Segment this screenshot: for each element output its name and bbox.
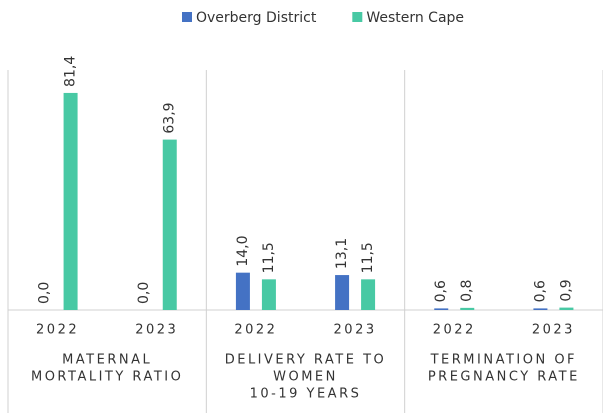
bar	[533, 308, 548, 310]
data-label: 11,5	[360, 242, 376, 273]
data-label: 0,9	[558, 279, 574, 301]
data-label: 14,0	[235, 235, 251, 266]
bar	[235, 272, 250, 310]
x-tick-label: 2023	[532, 323, 575, 338]
legend-label: Western Cape	[366, 10, 464, 26]
legend-swatch	[352, 12, 363, 22]
legend-swatch	[182, 12, 192, 22]
x-tick-label: 2022	[433, 323, 476, 338]
bar	[63, 92, 78, 310]
data-label: 11,5	[261, 242, 277, 273]
x-tick-label: 2023	[135, 323, 178, 338]
group-label: MORTALITY RATIO	[31, 370, 183, 385]
data-label: 0,8	[459, 280, 475, 302]
data-label: 63,9	[162, 102, 178, 133]
group-label: WOMEN	[273, 370, 338, 385]
data-label: 0,6	[532, 280, 548, 302]
x-tick-label: 2022	[234, 323, 277, 338]
data-label: 81,4	[63, 56, 79, 87]
bar	[460, 307, 475, 310]
group-label: TERMINATION OF	[430, 353, 577, 368]
group-label: MATERNAL	[62, 353, 152, 368]
group-label: DELIVERY RATE TO	[225, 353, 387, 368]
bar	[361, 279, 376, 310]
x-tick-label: 2023	[334, 323, 377, 338]
group-label: 10-19 YEARS	[250, 387, 362, 402]
bar	[559, 307, 574, 310]
legend-label: Overberg District	[196, 10, 317, 26]
bar	[162, 139, 177, 310]
bar	[434, 308, 449, 310]
x-tick-label: 2022	[36, 323, 79, 338]
data-label: 0,0	[37, 282, 53, 304]
data-label: 13,1	[334, 238, 350, 269]
bar	[261, 279, 276, 310]
group-label: PREGNANCY RATE	[428, 370, 580, 385]
data-label: 0,0	[136, 282, 152, 304]
data-label: 0,6	[433, 280, 449, 302]
bar	[335, 275, 350, 310]
